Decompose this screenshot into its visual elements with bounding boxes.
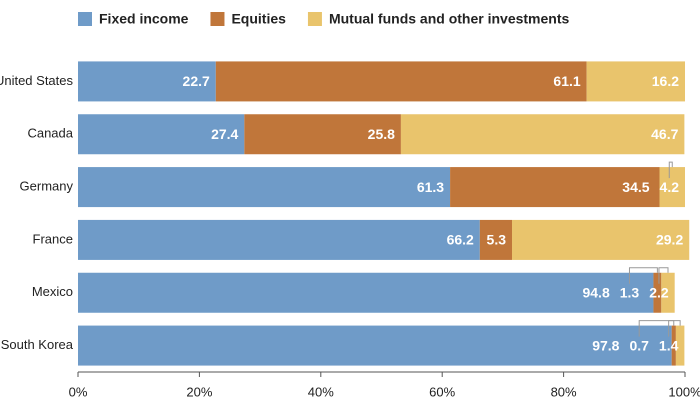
value-label: 61.1	[553, 73, 580, 89]
leader-line	[638, 320, 675, 337]
y-tick-label: France	[33, 231, 73, 246]
leader-line	[668, 320, 681, 337]
leader-line	[658, 267, 669, 284]
bar-segment	[671, 325, 676, 366]
value-label: 27.4	[211, 126, 238, 142]
value-label: 2.2	[649, 284, 669, 300]
x-tick-label: 0%	[69, 384, 88, 399]
value-label: 97.8	[592, 337, 619, 353]
bar-segment	[215, 61, 587, 102]
value-label: 1.3	[620, 284, 640, 300]
bar-segment	[244, 114, 401, 155]
value-label: 1.4	[659, 337, 679, 353]
bar-segment	[675, 325, 685, 366]
legend-label: Fixed income	[99, 11, 189, 27]
x-tick-label: 80%	[551, 384, 577, 399]
value-label: 34.5	[622, 179, 649, 195]
legend-swatch	[307, 12, 322, 26]
bar-segment	[661, 272, 675, 313]
leader-line	[628, 267, 658, 284]
x-tick-label: 60%	[429, 384, 455, 399]
bar-segment	[659, 167, 685, 208]
value-label: 16.2	[652, 73, 679, 89]
x-tick-label: 20%	[186, 384, 212, 399]
leader-line	[668, 161, 673, 179]
legend-swatch	[78, 12, 92, 26]
x-tick-label: 100%	[668, 384, 700, 399]
bar-segment	[78, 219, 480, 260]
legend-label: Equities	[231, 11, 286, 27]
bar-segment	[78, 61, 216, 102]
value-label: 29.2	[656, 232, 683, 248]
bar-segment	[78, 114, 245, 155]
bar-segment	[586, 61, 685, 102]
value-label: 22.7	[183, 73, 210, 89]
value-label: 25.8	[368, 126, 395, 142]
y-tick-label: Canada	[27, 126, 73, 141]
y-tick-label: Mexico	[32, 284, 73, 299]
value-label: 94.8	[582, 284, 609, 300]
legend-swatch	[210, 12, 225, 26]
bar-segment	[78, 167, 451, 208]
y-tick-label: United States	[0, 73, 73, 88]
bar-segment	[400, 114, 685, 155]
value-label: 0.7	[629, 337, 649, 353]
value-label: 46.7	[651, 126, 678, 142]
legend-label: Mutual funds and other investments	[329, 11, 570, 27]
bar-segment	[653, 272, 662, 313]
x-tick-label: 40%	[308, 384, 334, 399]
y-tick-label: South Korea	[1, 337, 74, 352]
bar-segment	[512, 219, 690, 260]
bar-segment	[78, 325, 672, 366]
value-label: 61.3	[417, 179, 444, 195]
value-label: 5.3	[487, 232, 507, 248]
value-label: 66.2	[447, 232, 474, 248]
bar-segment	[450, 167, 660, 208]
bar-segment	[78, 272, 654, 313]
y-tick-label: Germany	[20, 179, 74, 194]
bar-segment	[479, 219, 513, 260]
value-label: 4.2	[660, 179, 680, 195]
